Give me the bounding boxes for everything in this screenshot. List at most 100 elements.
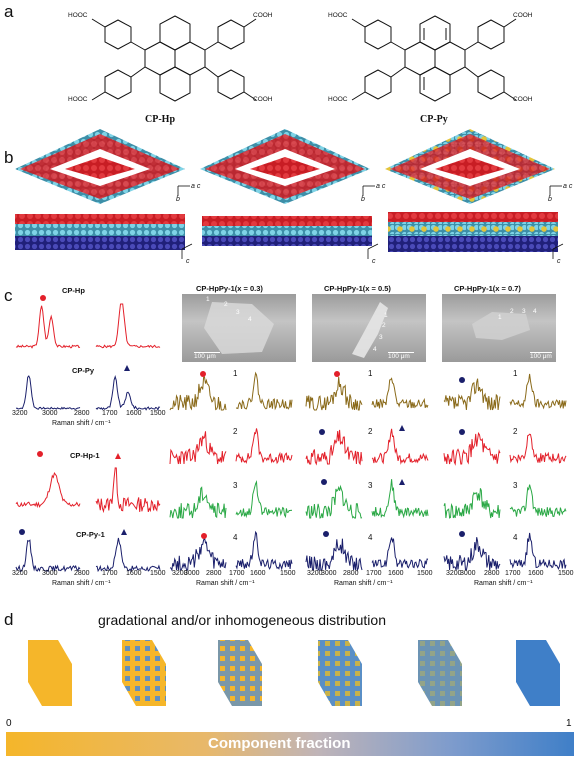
panel-a-letter: a xyxy=(4,2,14,21)
scale-max: 1 xyxy=(566,718,572,729)
c2-tick-3000: 3000 xyxy=(321,570,337,577)
circle-marker xyxy=(321,479,327,485)
spectrum-trace xyxy=(443,537,501,571)
panel-c-letter: c xyxy=(4,286,13,305)
shape-3 xyxy=(218,640,262,706)
c3-tick-3000: 3000 xyxy=(460,570,476,577)
left-tick-1700: 1700 xyxy=(102,410,118,417)
axis-label-b-2: b xyxy=(361,196,365,203)
distribution-shapes xyxy=(28,640,560,706)
row-number-4-col3: 4 xyxy=(513,533,518,542)
framework-structures xyxy=(15,129,564,259)
spec-title-cp-py-1: CP-Py-1 xyxy=(76,530,105,539)
spectrum-trace xyxy=(95,467,161,514)
scale-text-x03: 100 μm xyxy=(194,353,216,360)
spectrum-trace xyxy=(235,428,293,465)
row-number-1-col2: 1 xyxy=(368,369,373,378)
scale-text-x05: 100 μm xyxy=(388,353,410,360)
spectrum-trace xyxy=(235,530,293,571)
py-group-tl: HOOC xyxy=(328,12,348,19)
c2-tick-1500: 1500 xyxy=(417,570,433,577)
spectrum-trace xyxy=(169,376,227,411)
shape-1 xyxy=(28,640,72,706)
spectrum-trace xyxy=(95,537,161,573)
hp-group-tl: HOOC xyxy=(68,12,88,19)
spec-title-cp-hp: CP-Hp xyxy=(62,286,85,295)
c3-tick-1500: 1500 xyxy=(558,570,574,577)
triangle-marker xyxy=(124,365,130,371)
spectrum-trace xyxy=(235,371,293,411)
axis-label-c-3: c xyxy=(557,258,561,265)
row-number-3-col3: 3 xyxy=(513,481,518,490)
spectrum-trace xyxy=(509,373,567,410)
cp-py-caption: CP-Py xyxy=(420,114,448,125)
shape-2 xyxy=(122,640,166,706)
left-axis-title-bottom: Raman shift / cm⁻¹ xyxy=(52,580,111,587)
c2-tick-2800: 2800 xyxy=(343,570,359,577)
point-x07-3: 3 xyxy=(522,308,526,315)
micrograph-x03 xyxy=(182,294,296,362)
left-tick-1500: 1500 xyxy=(150,410,166,417)
circle-marker xyxy=(459,429,465,435)
molecule-cp-hp xyxy=(91,15,257,102)
c1-tick-3000: 3000 xyxy=(184,570,200,577)
py-group-tr: COOH xyxy=(513,12,533,19)
axis-label-c-1: c xyxy=(186,258,190,265)
c1-tick-1600: 1600 xyxy=(250,570,266,577)
row-number-3-col2: 3 xyxy=(368,481,373,490)
scale-bar-x07 xyxy=(530,352,552,353)
c1-tick-1500: 1500 xyxy=(280,570,296,577)
spectrum-trace xyxy=(509,484,567,517)
spectrum-trace xyxy=(15,539,81,573)
spectrum-trace xyxy=(15,375,81,410)
spectrum-trace xyxy=(371,377,429,409)
panel-d-letter: d xyxy=(4,610,14,629)
circle-marker xyxy=(459,377,465,383)
scale-text-x07: 100 μm xyxy=(530,353,552,360)
triangle-marker xyxy=(399,479,405,485)
c3-tick-1700: 1700 xyxy=(505,570,521,577)
row-number-2-col1: 2 xyxy=(233,427,238,436)
point-x03-1: 1 xyxy=(206,296,210,303)
scale-min: 0 xyxy=(6,718,12,729)
shape-6 xyxy=(516,640,560,706)
axis-label-b-1: b xyxy=(176,196,180,203)
left-tick2-1500: 1500 xyxy=(150,570,166,577)
point-x05-3: 3 xyxy=(379,334,383,341)
c2-tick-3200: 3200 xyxy=(307,570,323,577)
spectrum-trace xyxy=(169,486,227,519)
circle-marker xyxy=(19,529,25,535)
c1-tick-2800: 2800 xyxy=(206,570,222,577)
spectrum-trace xyxy=(305,538,363,572)
molecule-cp-py xyxy=(351,15,517,102)
component-fraction-label: Component fraction xyxy=(208,735,351,752)
c2-tick-1700: 1700 xyxy=(366,570,382,577)
spectrum-trace xyxy=(443,488,501,519)
spectrum-trace xyxy=(443,431,501,466)
spectrum-trace xyxy=(305,429,363,466)
c3-tick-1600: 1600 xyxy=(528,570,544,577)
left-tick2-3000: 3000 xyxy=(42,570,58,577)
point-x07-4: 4 xyxy=(533,308,537,315)
spectrum-trace xyxy=(371,537,429,569)
hp-group-tr: COOH xyxy=(253,12,273,19)
left-tick2-3200: 3200 xyxy=(12,570,28,577)
row-number-2-col2: 2 xyxy=(368,427,373,436)
spectrum-trace xyxy=(15,471,81,509)
cp-hp-caption: CP-Hp xyxy=(145,114,175,125)
circle-marker xyxy=(40,295,46,301)
component-fraction-bar xyxy=(6,732,574,756)
scale-bar-x05 xyxy=(388,352,414,353)
left-tick-3200: 3200 xyxy=(12,410,28,417)
left-tick-3000: 3000 xyxy=(42,410,58,417)
axis-label-ac-2: a c xyxy=(376,183,386,190)
hp-group-br: COOH xyxy=(253,96,273,103)
column-title-x07: CP-HpPy-1(x = 0.7) xyxy=(454,284,521,293)
circle-marker xyxy=(319,429,325,435)
column-title-x03: CP-HpPy-1(x = 0.3) xyxy=(196,284,263,293)
spectrum-trace xyxy=(371,428,429,465)
micrograph-x05 xyxy=(312,294,426,362)
c1-axis-title: Raman shift / cm⁻¹ xyxy=(196,580,255,587)
lattice-view-3 xyxy=(385,129,555,204)
c3-tick-2800: 2800 xyxy=(484,570,500,577)
